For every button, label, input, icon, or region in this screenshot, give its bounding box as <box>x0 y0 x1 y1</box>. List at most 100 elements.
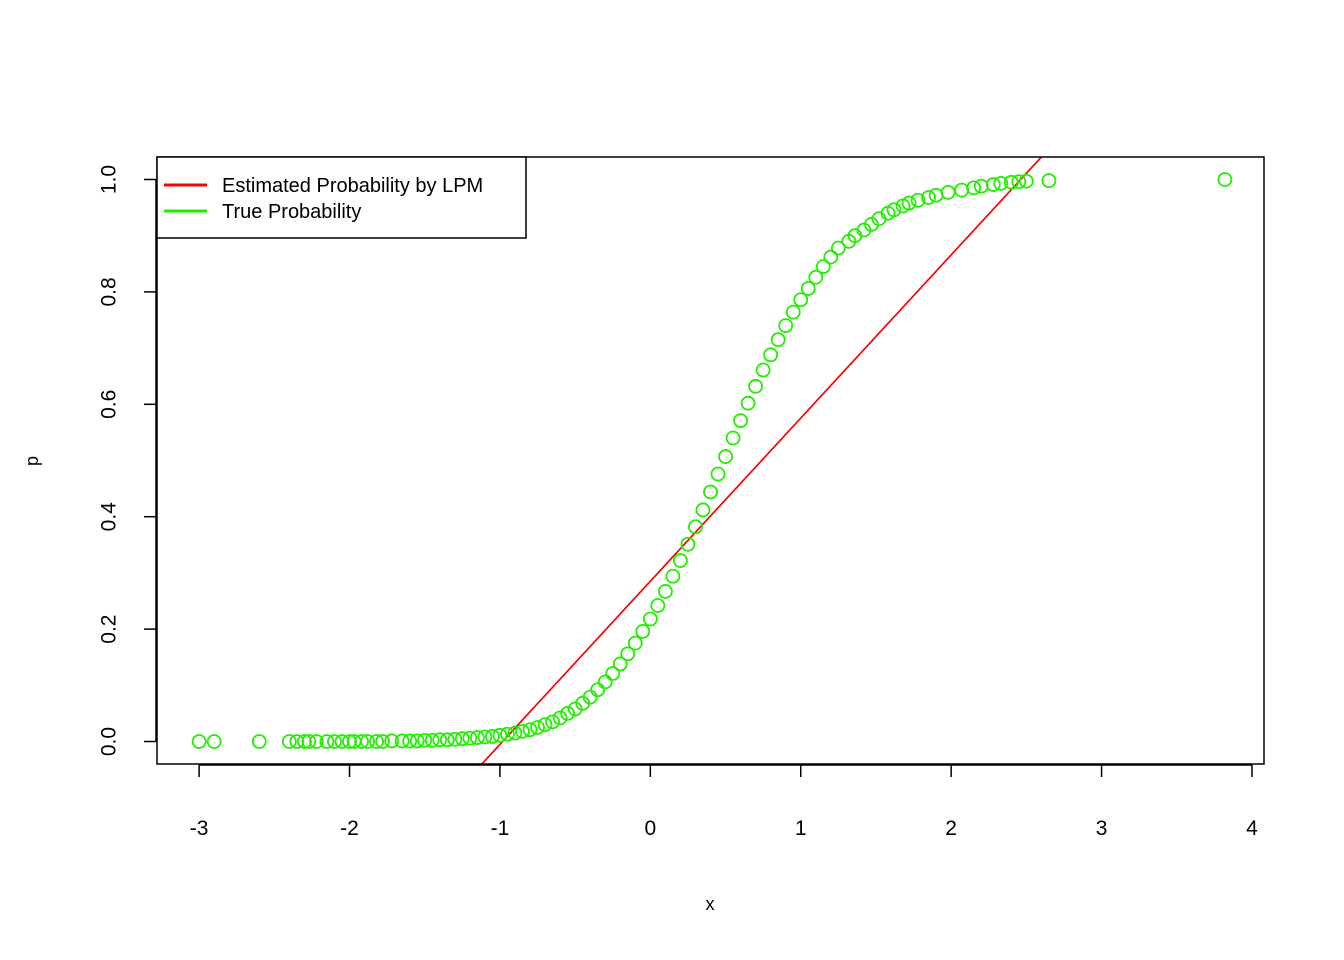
true-probability-point <box>770 332 786 348</box>
true-probability-point <box>515 724 530 739</box>
true-probability-point <box>763 347 779 363</box>
y-tick-label: 0.8 <box>98 277 121 306</box>
x-tick-label: -1 <box>491 817 510 840</box>
true-probability-point <box>748 378 764 394</box>
legend-box <box>156 156 527 239</box>
true-probability-point <box>635 623 651 639</box>
true-probability-point <box>454 731 470 747</box>
true-probability-point <box>369 734 384 749</box>
true-probability-point <box>394 733 410 749</box>
data-layer <box>191 157 1233 764</box>
true-probability-point <box>740 395 756 411</box>
true-probability-point <box>597 674 613 690</box>
true-probability-point <box>342 734 357 749</box>
true-probability-point <box>334 734 350 749</box>
y-axis: 0.0 0.2 0.4 0.6 0.8 1.0 <box>98 165 157 756</box>
y-tick-label: 1.0 <box>98 165 121 194</box>
true-probability-point <box>718 449 733 464</box>
x-tick-label: -2 <box>340 817 359 840</box>
true-probability-point <box>688 519 703 535</box>
true-probability-point <box>545 714 560 730</box>
x-axis-title: x <box>706 894 715 914</box>
true-probability-point <box>910 192 926 208</box>
true-probability-point <box>1217 172 1233 187</box>
true-probability-point <box>500 726 515 742</box>
true-probability-point <box>507 725 523 741</box>
true-probability-point <box>319 734 335 749</box>
true-probability-point <box>673 553 688 568</box>
true-probability-point <box>537 717 553 733</box>
x-tick-label: 0 <box>644 817 656 840</box>
y-tick-label: 0.4 <box>98 502 121 532</box>
true-probability-point <box>296 734 312 749</box>
true-probability-point <box>733 413 748 428</box>
legend: Estimated Probability by LPM True Probab… <box>156 156 527 239</box>
true-probability-point <box>800 281 816 296</box>
true-probability-point <box>462 730 478 746</box>
true-probability-point <box>354 734 369 749</box>
true-probability-point <box>703 484 718 500</box>
true-probability-point <box>1041 173 1057 189</box>
true-probability-point <box>360 734 375 749</box>
true-probability-point <box>477 729 493 745</box>
x-tick-label: 4 <box>1246 817 1258 840</box>
true-probability-point <box>665 568 681 584</box>
x-tick-label: -3 <box>190 817 209 840</box>
true-probability-point <box>755 362 771 378</box>
true-probability-point <box>251 734 267 749</box>
true-probability-point <box>642 611 658 627</box>
true-probability-point <box>605 666 621 681</box>
true-probability-point <box>966 180 982 196</box>
true-probability-point <box>650 598 666 613</box>
true-probability-point <box>793 292 809 308</box>
true-probability-point <box>985 177 1001 192</box>
true-probability-point <box>680 536 696 552</box>
true-probability-point <box>309 734 324 749</box>
true-probability-point <box>657 584 673 599</box>
true-probability-point <box>1003 174 1019 190</box>
true-probability-point <box>289 734 305 749</box>
true-probability-point <box>993 176 1009 191</box>
true-probability-point <box>620 646 636 662</box>
true-probability-point <box>439 732 455 748</box>
true-probability-point <box>432 732 448 748</box>
plot-frame <box>156 156 1265 765</box>
true-probability-point <box>778 318 794 334</box>
true-probability-point <box>590 682 606 698</box>
true-probability-point <box>785 304 801 320</box>
y-tick-label: 0.0 <box>98 727 121 756</box>
y-tick-label: 0.2 <box>98 615 121 644</box>
true-probability-point <box>402 733 418 749</box>
true-probability-point <box>560 706 576 721</box>
true-probability-point <box>725 430 741 446</box>
true-probability-point <box>552 710 568 726</box>
x-tick-label: 1 <box>795 817 807 840</box>
true-probability-point <box>695 502 711 518</box>
true-probability-point <box>375 734 391 749</box>
y-axis-title: p <box>22 456 42 466</box>
lpm-line <box>481 157 1043 764</box>
x-tick-label: 2 <box>945 817 957 840</box>
true-probability-point <box>409 733 425 749</box>
legend-label-true: True Probability <box>222 201 361 223</box>
true-probability-point <box>469 730 485 745</box>
true-probability-point <box>1011 174 1027 190</box>
true-probability-point <box>417 732 433 748</box>
true-probability-point <box>530 720 545 735</box>
true-probability-point <box>627 635 643 651</box>
true-probability-point <box>281 734 297 749</box>
true-probability-point <box>384 733 400 749</box>
true-probability-point <box>447 731 463 747</box>
true-probability-point <box>710 466 726 482</box>
true-probability-point <box>327 734 342 749</box>
true-probability-point <box>206 734 222 749</box>
true-probability-point <box>823 249 839 265</box>
true-probability-point <box>612 656 628 672</box>
true-probability-point <box>901 195 917 211</box>
true-probability-point <box>301 734 317 749</box>
true-probability-point <box>191 734 207 749</box>
x-axis: -3 -2 -1 0 1 2 3 4 <box>190 764 1258 840</box>
y-tick-label: 0.6 <box>98 390 121 419</box>
